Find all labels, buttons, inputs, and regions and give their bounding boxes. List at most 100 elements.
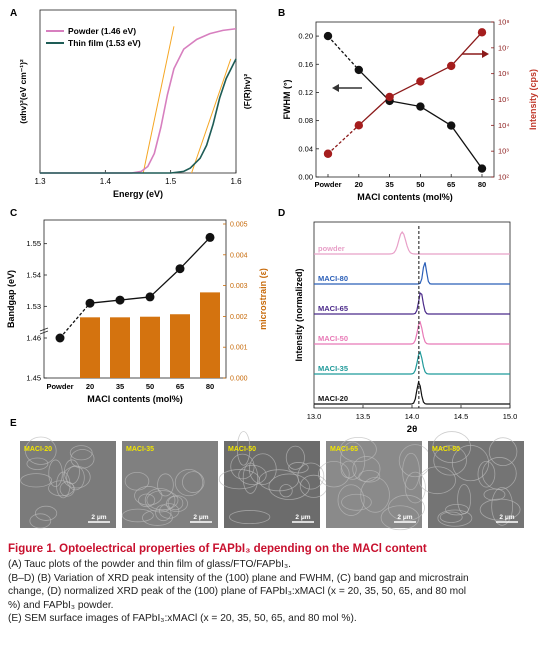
arrow-right-head [482, 50, 489, 58]
y-axis-label-left: (αhv)²(eV cm⁻¹)² [18, 59, 28, 124]
xrd-series-label: MACI-65 [318, 304, 348, 313]
sem-grain-boundary [166, 495, 188, 513]
x-tick-label: 65 [447, 180, 455, 189]
x-tick-label: 50 [416, 180, 424, 189]
y-tick-label-left: 0.16 [298, 60, 313, 69]
bandgap-point [175, 264, 185, 274]
y-tick-label-right: 0.005 [230, 222, 248, 229]
sem-grain-boundary [25, 436, 57, 465]
caption-title: Figure 1. Optoelectrical properties of F… [8, 543, 427, 555]
intensity-point [416, 77, 425, 86]
xrd-trace [314, 320, 510, 345]
bandgap-line-segment [119, 296, 151, 301]
sem-scale-label: 2 μm [91, 514, 106, 521]
sem-scale-label: 2 μm [499, 514, 514, 521]
y-tick-label-right: 10⁶ [498, 69, 509, 78]
panel-d-letter: D [278, 208, 285, 219]
y-tick-label-left: 1.54 [26, 271, 41, 280]
caption-line: (B–D) (B) Variation of XRD peak intensit… [8, 572, 469, 584]
figure-canvas: A B C D E 1.3 1.4 1.5 1.6 Energy (eV) (αhv)²(… [6, 8, 538, 531]
y-tick-label-right: 10² [498, 173, 509, 182]
sem-grain-boundary [380, 505, 420, 531]
sem-grain-boundary [242, 462, 259, 494]
y-tick-label-left: 0.20 [298, 32, 313, 41]
microstrain-bar [110, 317, 130, 378]
x-axis-label: Energy (eV) [113, 189, 163, 199]
xrd-trace [314, 230, 510, 255]
x-tick-label: 15.0 [503, 412, 518, 421]
chart-d-xrd: 13.0 13.5 14.0 14.5 15.0 2θ Intensity (normali… [294, 221, 518, 435]
microstrain-bar [80, 317, 100, 378]
caption-line: %) and FAPbI₃ powder. [8, 599, 114, 611]
sem-grain-boundary [433, 445, 467, 476]
fwhm-line-segment [389, 100, 421, 108]
sem-grain-boundary [297, 462, 325, 490]
x-tick-label: 1.6 [230, 177, 242, 186]
y-axis-label-right: Intensity (cps) [528, 69, 538, 130]
sem-grain-boundary [483, 488, 506, 501]
sem-grain-boundary [285, 445, 305, 470]
xrd-series-label: MACI-35 [318, 364, 348, 373]
x-tick-label: 14.5 [454, 412, 469, 421]
sem-grain-boundary [34, 505, 58, 521]
sem-grain-boundary [146, 490, 179, 511]
chart-a-tauc: 1.3 1.4 1.5 1.6 Energy (eV) (αhv)²(eV cm⁻¹)² (… [18, 9, 252, 199]
fwhm-point [447, 121, 456, 130]
y-tick-label-right: 10⁸ [498, 18, 510, 27]
fwhm-point [354, 65, 363, 75]
sem-scale-label: 2 μm [193, 514, 208, 521]
sem-grain-boundary [70, 449, 95, 469]
microstrain-bar [140, 316, 160, 378]
y-axis-label-right: microstrain (ε) [258, 268, 268, 330]
y-tick-label-left: 1.55 [26, 239, 41, 248]
x-tick-label: 65 [176, 382, 184, 391]
y-tick-label-left: 1.53 [26, 302, 41, 311]
sem-grain-boundary [167, 495, 184, 511]
y-tick-label-right: 0.003 [230, 283, 248, 290]
sem-grain-boundary [488, 437, 518, 467]
sem-grain-boundary [29, 513, 52, 529]
sem-grain-boundary [229, 510, 271, 525]
intensity-line-segment [420, 65, 452, 82]
sem-grain-boundary [236, 431, 251, 466]
x-tick-label: 1.5 [165, 177, 177, 186]
xrd-trace [314, 380, 510, 405]
x-tick-label: 1.3 [34, 177, 46, 186]
intensity-point [447, 61, 456, 71]
y-tick-label-right: 10⁷ [498, 43, 509, 52]
microstrain-bar [170, 314, 190, 378]
plot-frame [315, 21, 495, 178]
xrd-trace [314, 350, 510, 375]
x-axis-label: MACl contents (mol%) [357, 192, 453, 202]
sem-grain-boundary [138, 493, 156, 508]
chart-b-fwhm-intensity: Powder 20 35 50 65 80 0.00 0.04 0.08 0.12 0.16 0.20… [282, 18, 538, 203]
panel-e-letter: E [10, 418, 17, 429]
y-axis-label-left: FWHM (°) [282, 79, 292, 119]
sem-grain-boundary [341, 493, 372, 511]
sem-grain-boundary [248, 453, 277, 485]
sem-grain-boundary [418, 466, 456, 495]
sem-grain-boundary [337, 484, 365, 516]
bandgap-line-segment [179, 236, 211, 270]
x-axis-label: 2θ [407, 424, 417, 435]
y-axis-label-right: (F(R)hv)² [242, 74, 252, 110]
sem-grain-boundary [238, 464, 267, 485]
xrd-trace [314, 262, 510, 285]
sem-grain-boundary [477, 460, 496, 488]
sem-grain-boundary [288, 462, 309, 474]
sem-grain-boundary [174, 468, 204, 497]
sem-grain-boundary [26, 457, 49, 471]
sem-image: MACI-65 2 μm [318, 437, 432, 531]
axis-break-mark [39, 330, 49, 335]
sem-image: MACI-80 2 μm [418, 431, 524, 528]
intensity-point [477, 28, 487, 37]
xrd-series-label: MACI-50 [318, 334, 348, 343]
x-tick-label: 80 [206, 382, 214, 391]
x-tick-label: 14.0 [405, 412, 420, 421]
sem-grain-boundary [432, 431, 472, 464]
y-tick-label-left: 0.12 [298, 88, 313, 97]
fwhm-point [416, 102, 425, 111]
bandgap-point [145, 292, 155, 302]
sem-grain-boundary [182, 471, 205, 493]
caption-line: (A) Tauc plots of the powder and thin fi… [8, 559, 291, 570]
